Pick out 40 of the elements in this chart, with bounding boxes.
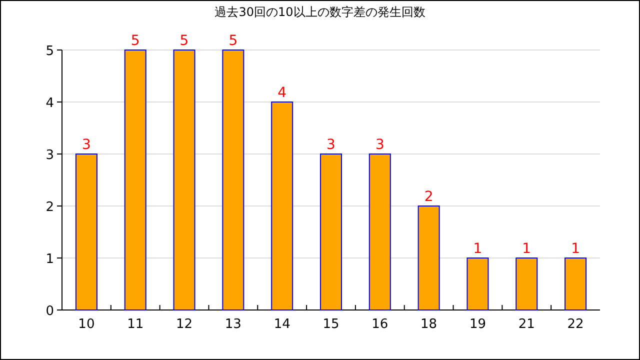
bar — [418, 206, 440, 310]
y-tick-label: 5 — [46, 44, 54, 59]
y-tick-label: 0 — [46, 304, 54, 319]
x-tick-label: 13 — [224, 317, 242, 332]
bar — [271, 102, 294, 310]
bar — [75, 154, 98, 310]
bar — [368, 154, 391, 310]
x-tick-label: 12 — [176, 317, 193, 332]
data-label: 1 — [473, 241, 482, 257]
x-tick-label: 10 — [78, 317, 95, 332]
y-tick-label: 2 — [46, 200, 54, 215]
bar — [124, 50, 146, 310]
data-label: 5 — [180, 33, 189, 49]
data-label: 5 — [228, 33, 238, 49]
data-label: 3 — [375, 137, 384, 153]
x-tick-label: 18 — [420, 317, 438, 332]
x-tick-label: 22 — [567, 317, 584, 332]
x-tick-label: 15 — [322, 317, 340, 332]
data-label: 5 — [130, 33, 140, 49]
bar — [222, 50, 244, 310]
bar — [564, 258, 587, 310]
x-tick-label: 11 — [127, 317, 144, 332]
data-label: 1 — [571, 241, 580, 257]
data-label: 1 — [522, 241, 532, 257]
bar — [516, 258, 538, 310]
y-tick-label: 3 — [46, 148, 54, 163]
x-tick-label: 16 — [372, 317, 388, 332]
bar — [466, 258, 489, 310]
y-tick-label: 4 — [46, 96, 54, 111]
y-tick-label: 1 — [46, 252, 54, 267]
data-label: 2 — [424, 189, 434, 205]
x-tick-label: 14 — [274, 317, 290, 332]
bar — [320, 154, 342, 310]
bar — [173, 50, 196, 310]
data-label: 3 — [326, 137, 336, 153]
data-label: 3 — [82, 137, 91, 153]
chart-title: 過去30回の10以上の数字差の発生回数 — [214, 5, 426, 19]
x-tick-label: 21 — [518, 317, 535, 332]
data-label: 4 — [278, 85, 287, 101]
x-tick-label: 19 — [469, 317, 486, 332]
